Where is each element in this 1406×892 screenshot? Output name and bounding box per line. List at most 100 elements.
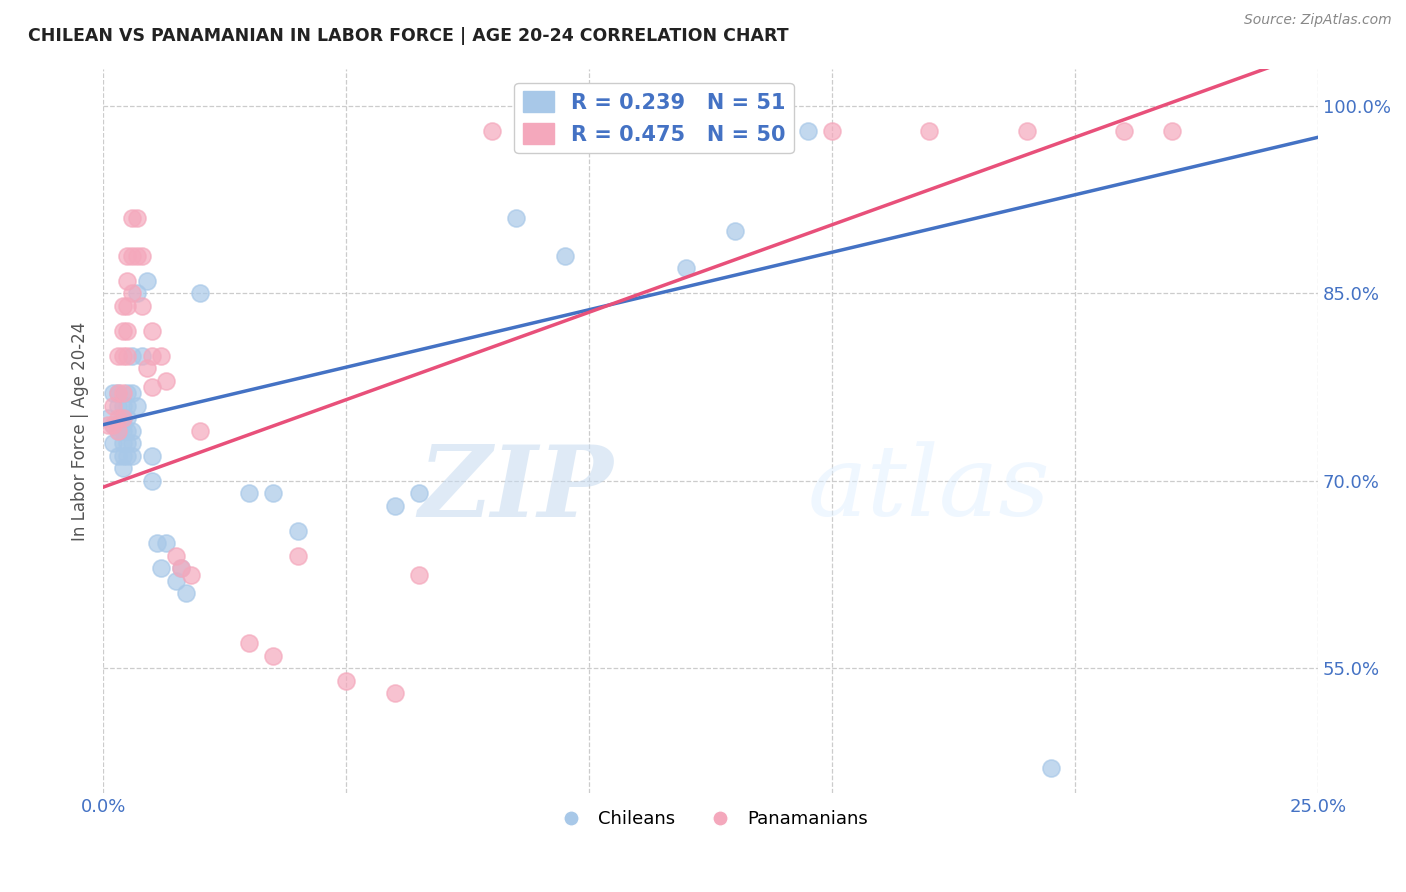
Point [111, 299, 134, 313]
Point [127, 286, 149, 301]
Point [1039, 761, 1062, 775]
Point [529, 124, 551, 138]
Text: Source: ZipAtlas.com: Source: ZipAtlas.com [1244, 13, 1392, 28]
Point [117, 424, 139, 438]
Point [262, 648, 284, 663]
Text: ZIP: ZIP [419, 441, 613, 537]
Point [101, 386, 124, 401]
Point [117, 399, 139, 413]
Point [335, 673, 357, 688]
Point [121, 286, 143, 301]
Point [180, 567, 202, 582]
Point [797, 124, 820, 138]
Point [505, 211, 527, 226]
Point [131, 249, 153, 263]
Point [141, 380, 163, 394]
Point [101, 399, 124, 413]
Point [145, 536, 167, 550]
Point [1161, 124, 1184, 138]
Point [107, 449, 129, 463]
Point [111, 424, 134, 438]
Point [117, 274, 139, 288]
Point [165, 574, 187, 588]
Point [107, 386, 129, 401]
Point [121, 249, 143, 263]
Point [141, 349, 163, 363]
Point [578, 124, 600, 138]
Point [150, 349, 173, 363]
Point [135, 361, 157, 376]
Point [111, 417, 134, 432]
Point [238, 636, 260, 650]
Point [107, 386, 129, 401]
Point [117, 349, 139, 363]
Point [111, 386, 134, 401]
Point [174, 586, 197, 600]
Point [107, 399, 129, 413]
Point [165, 549, 187, 563]
Point [384, 686, 406, 700]
Point [101, 417, 124, 432]
Legend: Chileans, Panamanians: Chileans, Panamanians [546, 803, 876, 835]
Point [481, 124, 503, 138]
Point [131, 349, 153, 363]
Point [155, 374, 177, 388]
Point [127, 249, 149, 263]
Point [117, 436, 139, 450]
Point [408, 486, 430, 500]
Point [141, 449, 163, 463]
Point [287, 524, 309, 538]
Point [111, 324, 134, 338]
Point [554, 249, 576, 263]
Point [141, 474, 163, 488]
Point [121, 449, 143, 463]
Point [127, 211, 149, 226]
Point [121, 436, 143, 450]
Point [821, 124, 844, 138]
Point [117, 386, 139, 401]
Point [1112, 124, 1135, 138]
Point [117, 324, 139, 338]
Point [107, 424, 129, 438]
Point [111, 411, 134, 425]
Point [107, 417, 129, 432]
Point [155, 536, 177, 550]
Point [111, 411, 134, 425]
Point [121, 386, 143, 401]
Point [262, 486, 284, 500]
Point [918, 124, 941, 138]
Point [127, 399, 149, 413]
Point [287, 549, 309, 563]
Y-axis label: In Labor Force | Age 20-24: In Labor Force | Age 20-24 [72, 321, 89, 541]
Point [101, 436, 124, 450]
Point [150, 561, 173, 575]
Point [121, 424, 143, 438]
Point [117, 249, 139, 263]
Point [111, 436, 134, 450]
Text: CHILEAN VS PANAMANIAN IN LABOR FORCE | AGE 20-24 CORRELATION CHART: CHILEAN VS PANAMANIAN IN LABOR FORCE | A… [28, 27, 789, 45]
Point [135, 274, 157, 288]
Point [101, 417, 124, 432]
Point [141, 324, 163, 338]
Point [724, 224, 747, 238]
Point [170, 561, 193, 575]
Point [121, 211, 143, 226]
Point [121, 349, 143, 363]
Point [724, 124, 747, 138]
Point [170, 561, 193, 575]
Point [384, 499, 406, 513]
Point [627, 124, 650, 138]
Point [117, 299, 139, 313]
Point [188, 286, 211, 301]
Point [107, 411, 129, 425]
Point [117, 449, 139, 463]
Point [97, 417, 120, 432]
Point [131, 299, 153, 313]
Point [675, 261, 697, 276]
Point [111, 349, 134, 363]
Text: atlas: atlas [808, 442, 1050, 537]
Point [107, 424, 129, 438]
Point [97, 411, 120, 425]
Point [188, 424, 211, 438]
Point [117, 411, 139, 425]
